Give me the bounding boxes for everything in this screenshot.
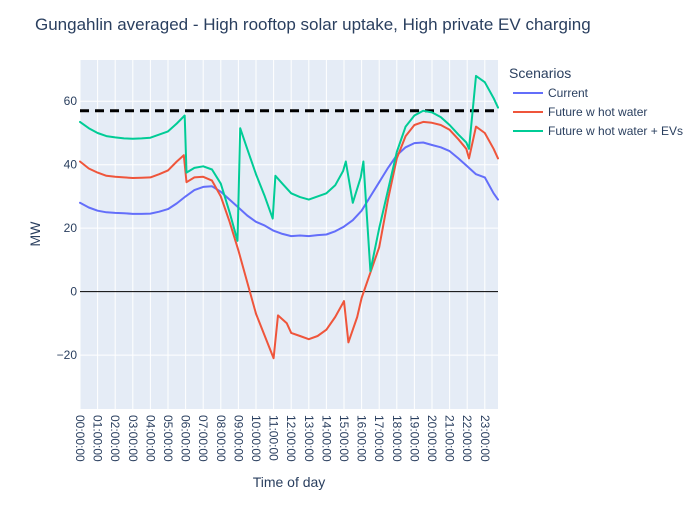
x-tick-label: 08:00:00 (214, 415, 228, 462)
x-tick-label: 17:00:00 (372, 415, 386, 462)
x-tick-label: 05:00:00 (161, 415, 175, 462)
legend-label: Future w hot water + EVs (548, 124, 683, 138)
x-tick-label: 06:00:00 (179, 415, 193, 462)
x-tick-label: 16:00:00 (355, 415, 369, 462)
y-tick-label: 0 (70, 285, 77, 299)
x-tick-label: 03:00:00 (126, 415, 140, 462)
x-tick-label: 23:00:00 (478, 415, 492, 462)
x-tick-label: 18:00:00 (390, 415, 404, 462)
legend-title: Scenarios (509, 65, 571, 81)
y-tick-label: −20 (57, 348, 78, 362)
x-tick-label: 13:00:00 (302, 415, 316, 462)
x-tick-label: 21:00:00 (443, 415, 457, 462)
y-tick-label: 60 (64, 94, 78, 108)
x-tick-label: 22:00:00 (460, 415, 474, 462)
x-tick-label: 02:00:00 (108, 415, 122, 462)
x-tick-label: 12:00:00 (284, 415, 298, 462)
x-tick-label: 01:00:00 (91, 415, 105, 462)
plot-area (80, 60, 498, 409)
legend-label: Future w hot water (548, 105, 647, 119)
y-tick-label: 40 (64, 158, 78, 172)
x-tick-label: 10:00:00 (249, 415, 263, 462)
x-tick-label: 00:00:00 (73, 415, 87, 462)
x-axis-label: Time of day (253, 474, 326, 490)
x-tick-label: 14:00:00 (319, 415, 333, 462)
y-axis-label: MW (27, 221, 43, 247)
x-tick-label: 04:00:00 (143, 415, 157, 462)
x-tick-label: 15:00:00 (337, 415, 351, 462)
x-tick-label: 09:00:00 (231, 415, 245, 462)
x-tick-label: 20:00:00 (425, 415, 439, 462)
x-tick-label: 11:00:00 (267, 415, 281, 461)
x-tick-label: 19:00:00 (407, 415, 421, 462)
y-tick-label: 20 (64, 221, 78, 235)
x-tick-label: 07:00:00 (196, 415, 210, 462)
legend-label: Current (548, 86, 589, 100)
chart-title: Gungahlin averaged - High rooftop solar … (35, 15, 591, 34)
